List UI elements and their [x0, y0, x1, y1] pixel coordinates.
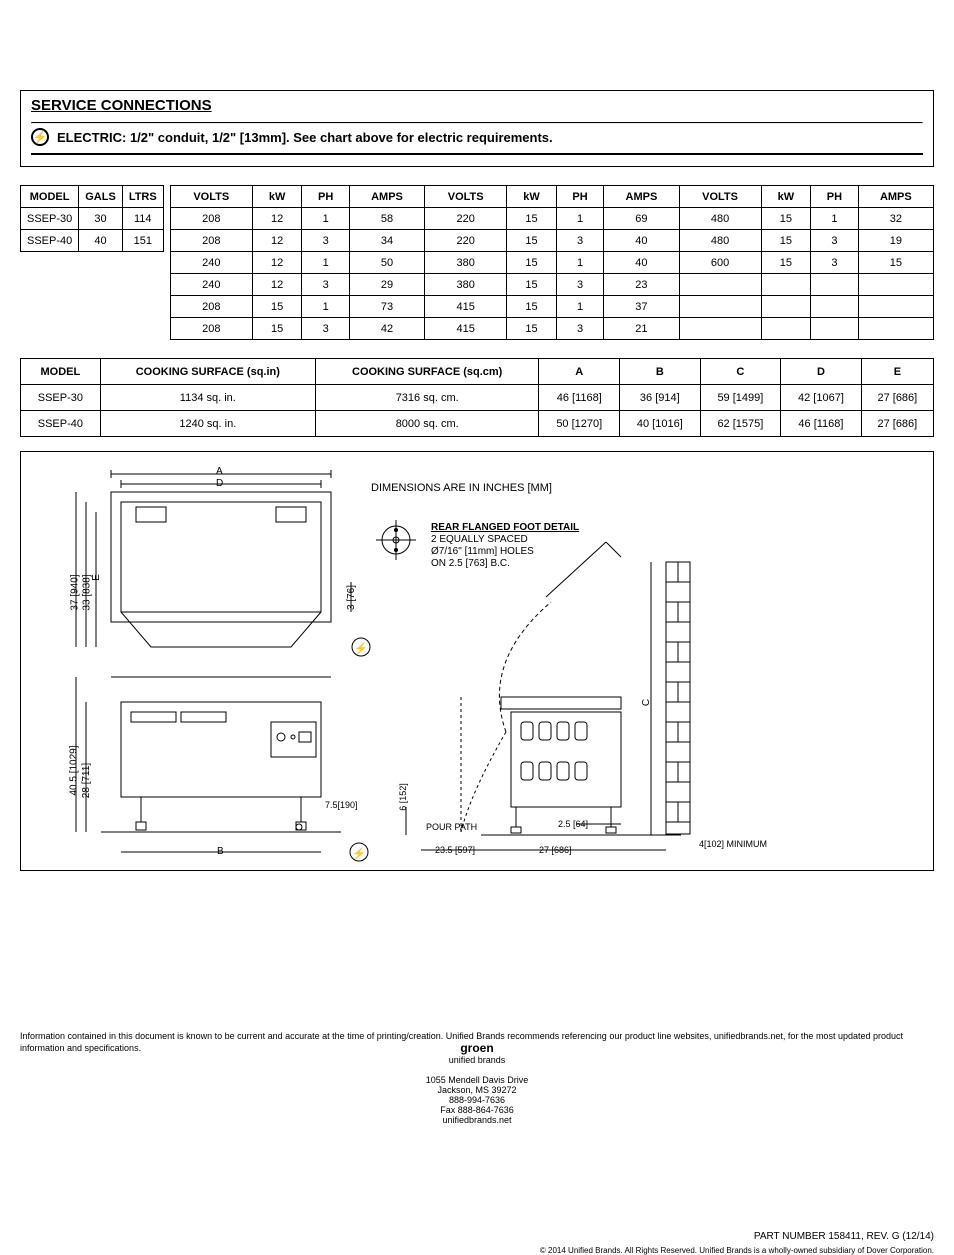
- dims-note: DIMENSIONS ARE IN INCHES [MM]: [371, 482, 552, 494]
- fax: Fax 888-864-7636: [440, 1105, 514, 1115]
- dim-d: D: [216, 478, 223, 489]
- dim-25: 2.5 [64]: [558, 819, 588, 829]
- dim-a: A: [216, 466, 223, 477]
- section-title: SERVICE CONNECTIONS: [31, 97, 923, 114]
- site: unifiedbrands.net: [442, 1115, 511, 1125]
- engineering-diagram: ⚡ ⚡: [20, 451, 934, 871]
- foot-l1: 2 EQUALLY SPACED: [431, 534, 528, 545]
- dim-235: 23.5 [597]: [435, 845, 475, 855]
- elec-label: ELECTRIC:: [57, 130, 130, 145]
- dim-c: C: [641, 699, 652, 706]
- svg-text:⚡: ⚡: [352, 847, 366, 860]
- dim-405: 40.5 [1029]: [69, 745, 80, 795]
- foot-title: REAR FLANGED FOOT DETAIL: [431, 522, 579, 533]
- copyright: © 2014 Unified Brands. All Rights Reserv…: [540, 1246, 934, 1255]
- dim-3: 3 [76]: [346, 585, 357, 610]
- rev: PART NUMBER 158411, REV. G (12/14): [540, 1231, 934, 1242]
- dim-b: B: [217, 846, 224, 857]
- elec-text: 1/2" conduit, 1/2" [13mm]. See chart abo…: [130, 130, 553, 145]
- brand-name: groen: [426, 1041, 529, 1055]
- amp-table: VOLTSkWPHAMPSVOLTSkWPHAMPSVOLTSkWPHAMPS …: [170, 185, 934, 340]
- svg-text:⚡: ⚡: [354, 642, 368, 655]
- foot-l3: ON 2.5 [763] B.C.: [431, 558, 510, 569]
- dim-27: 27 [686]: [539, 845, 572, 855]
- pour-path: POUR PATH: [426, 822, 477, 832]
- brand-block: groen unified brands 1055 Mendell Davis …: [426, 1041, 529, 1125]
- tel: 888-994-7636: [449, 1095, 505, 1105]
- brand-sub: unified brands: [449, 1055, 506, 1065]
- dim-28: 28 [711]: [81, 763, 92, 798]
- capacity-table: MODELGALSLTRS SSEP-3030114SSEP-4040151: [20, 185, 164, 252]
- dim-6: 6 [152]: [398, 783, 408, 811]
- dim-min: 4[102] MINIMUM: [699, 840, 767, 850]
- foot-l2: Ø7/16" [11mm] HOLES: [431, 546, 534, 557]
- dimensions-table: MODELCOOKING SURFACE (sq.in)COOKING SURF…: [20, 358, 934, 437]
- dim-75: 7.5[190]: [325, 800, 358, 810]
- addr1: 1055 Mendell Davis Drive: [426, 1075, 529, 1085]
- dim-e: E: [91, 574, 102, 581]
- addr2: Jackson, MS 39272: [437, 1085, 516, 1095]
- electric-icon: ⚡: [31, 128, 49, 146]
- dim-37: 37 [940]: [70, 574, 81, 610]
